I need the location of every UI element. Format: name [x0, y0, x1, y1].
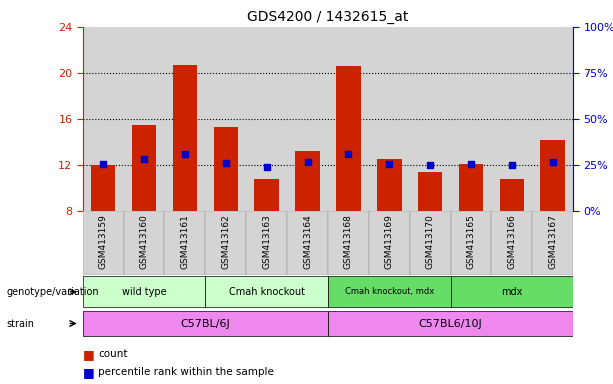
Text: Cmah knockout, mdx: Cmah knockout, mdx — [345, 287, 434, 296]
FancyBboxPatch shape — [287, 211, 328, 275]
FancyBboxPatch shape — [532, 211, 573, 275]
Text: GSM413169: GSM413169 — [385, 214, 394, 269]
Text: GSM413168: GSM413168 — [344, 214, 353, 269]
Bar — [254, 179, 279, 211]
Text: genotype/variation: genotype/variation — [6, 287, 99, 297]
Bar — [532, 27, 573, 211]
Bar — [246, 27, 287, 211]
Bar — [132, 125, 156, 211]
Bar — [287, 27, 328, 211]
Text: C57BL/6J: C57BL/6J — [180, 318, 230, 329]
Bar — [164, 27, 205, 211]
Point — [221, 160, 230, 166]
Point — [548, 159, 558, 165]
Point — [303, 159, 313, 165]
Text: GSM413167: GSM413167 — [548, 214, 557, 269]
FancyBboxPatch shape — [409, 211, 451, 275]
Text: strain: strain — [6, 318, 34, 329]
Point — [384, 161, 394, 167]
FancyBboxPatch shape — [83, 211, 124, 275]
FancyBboxPatch shape — [451, 276, 573, 307]
FancyBboxPatch shape — [369, 211, 409, 275]
Text: GSM413160: GSM413160 — [140, 214, 148, 269]
Text: GSM413170: GSM413170 — [425, 214, 435, 269]
Bar — [492, 27, 532, 211]
Bar — [418, 172, 443, 211]
FancyBboxPatch shape — [164, 211, 205, 275]
Point — [262, 164, 272, 170]
Point — [425, 162, 435, 168]
Text: GSM413165: GSM413165 — [466, 214, 476, 269]
Text: Cmah knockout: Cmah knockout — [229, 287, 305, 297]
Bar — [205, 27, 246, 211]
Point — [180, 151, 190, 157]
Text: GSM413164: GSM413164 — [303, 214, 312, 269]
Bar — [369, 27, 409, 211]
FancyBboxPatch shape — [328, 211, 369, 275]
Text: GSM413161: GSM413161 — [180, 214, 189, 269]
Bar — [451, 27, 492, 211]
FancyBboxPatch shape — [451, 211, 492, 275]
FancyBboxPatch shape — [205, 276, 328, 307]
Point — [466, 161, 476, 167]
FancyBboxPatch shape — [83, 311, 328, 336]
Bar — [336, 66, 360, 211]
Bar — [328, 27, 369, 211]
Bar — [124, 27, 164, 211]
Bar — [295, 151, 320, 211]
FancyBboxPatch shape — [492, 211, 532, 275]
Text: percentile rank within the sample: percentile rank within the sample — [98, 367, 274, 377]
Bar — [541, 140, 565, 211]
Text: C57BL6/10J: C57BL6/10J — [419, 318, 482, 329]
Bar — [91, 165, 115, 211]
Text: ■: ■ — [83, 366, 94, 379]
Point — [507, 162, 517, 168]
FancyBboxPatch shape — [205, 211, 246, 275]
Text: GSM413159: GSM413159 — [99, 214, 108, 269]
FancyBboxPatch shape — [124, 211, 164, 275]
Text: wild type: wild type — [122, 287, 166, 297]
Bar — [173, 65, 197, 211]
Bar — [213, 127, 238, 211]
Point — [98, 161, 108, 167]
Bar — [83, 27, 124, 211]
Text: count: count — [98, 349, 128, 359]
Bar — [459, 164, 483, 211]
Title: GDS4200 / 1432615_at: GDS4200 / 1432615_at — [247, 10, 409, 25]
Text: GSM413162: GSM413162 — [221, 214, 230, 269]
Point — [139, 156, 149, 162]
Point — [343, 151, 353, 157]
Text: mdx: mdx — [501, 287, 522, 297]
FancyBboxPatch shape — [328, 276, 451, 307]
Bar — [409, 27, 451, 211]
Text: GSM413166: GSM413166 — [508, 214, 516, 269]
FancyBboxPatch shape — [328, 311, 573, 336]
Text: GSM413163: GSM413163 — [262, 214, 271, 269]
FancyBboxPatch shape — [83, 276, 205, 307]
Text: ■: ■ — [83, 348, 94, 361]
FancyBboxPatch shape — [246, 211, 287, 275]
Bar — [500, 179, 524, 211]
Bar — [377, 159, 402, 211]
